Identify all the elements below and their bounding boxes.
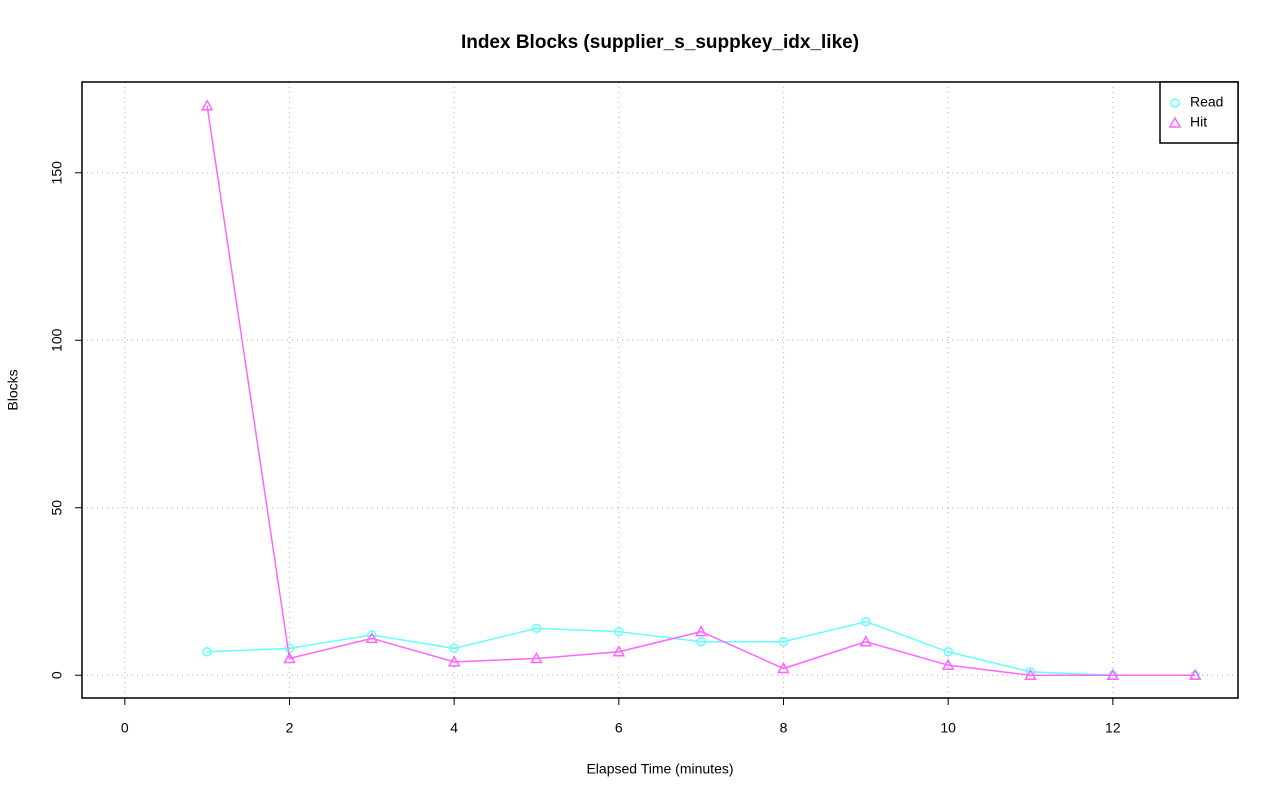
legend-marker	[1168, 116, 1182, 128]
legend-label: Read	[1190, 94, 1223, 110]
data-point	[283, 651, 296, 664]
data-point	[943, 647, 953, 657]
x-tick-label: 10	[940, 720, 956, 736]
data-point	[861, 616, 871, 627]
data-point	[447, 655, 461, 667]
data-point	[696, 636, 706, 647]
x-tick-label: 0	[121, 720, 129, 736]
data-point	[1024, 668, 1037, 680]
y-tick-label: 100	[49, 328, 65, 352]
series-line	[207, 620, 1196, 676]
data-point	[365, 631, 379, 644]
data-point	[612, 645, 626, 657]
data-point	[778, 636, 789, 647]
data-point	[859, 635, 873, 647]
data-point	[530, 651, 543, 664]
data-point	[614, 626, 624, 637]
data-point	[1106, 668, 1120, 680]
data-point	[202, 647, 212, 657]
y-tick-label: 0	[49, 671, 65, 679]
y-tick-label: 150	[49, 161, 65, 185]
legend-marker	[1170, 98, 1180, 108]
data-point	[941, 658, 955, 670]
series-line	[206, 105, 1196, 676]
plot-frame	[81, 81, 1239, 699]
data-point	[694, 625, 708, 637]
legend-label: Hit	[1190, 114, 1207, 130]
data-point	[1188, 668, 1202, 680]
legend-box	[1159, 81, 1239, 144]
data-point	[449, 643, 459, 654]
data-point	[777, 661, 790, 674]
data-point	[200, 99, 214, 111]
x-tick-label: 8	[780, 720, 788, 736]
data-point	[531, 623, 542, 634]
legend: Read Hit	[1159, 81, 1239, 144]
x-tick-label: 2	[286, 720, 294, 736]
y-axis-label: Blocks	[5, 369, 21, 410]
y-tick-label: 50	[49, 500, 65, 516]
chart-title: Index Blocks (supplier_s_suppkey_idx_lik…	[461, 32, 859, 53]
x-tick-label: 6	[615, 720, 623, 736]
x-axis-label: Elapsed Time (minutes)	[586, 761, 733, 777]
x-tick-label: 4	[450, 720, 458, 736]
x-tick-label: 12	[1105, 720, 1121, 736]
